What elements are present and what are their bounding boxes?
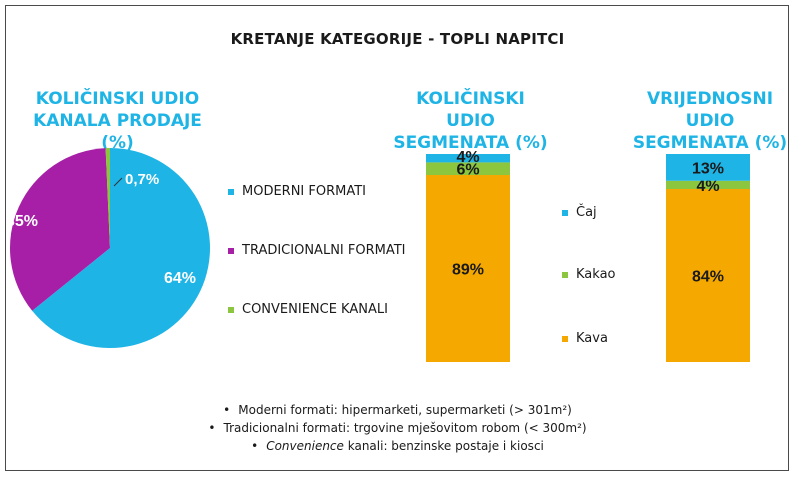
footnote-tradicionalni: • Tradicionalni formati: trgovine mješovi… bbox=[208, 421, 587, 435]
bar-legend-item-kakao: Kakao bbox=[562, 267, 615, 282]
pie-chart: 64% 35% 0,7% bbox=[6, 148, 211, 348]
bar-legend-swatch-caj bbox=[562, 209, 568, 216]
bar-chart-kolicinski: 89% 6%4% bbox=[426, 150, 510, 362]
pie-title-line2: KANALA PRODAJE (%) bbox=[33, 111, 202, 153]
bar1-segment-kakao bbox=[426, 162, 510, 176]
bar2-segment-kakao bbox=[666, 180, 750, 190]
bar-legend-swatch-kava bbox=[562, 335, 568, 342]
bar2-label-kakao: 4% bbox=[696, 178, 719, 195]
pie-legend-label-moderni: MODERNI FORMATI bbox=[242, 184, 367, 199]
bar1-segment-caj bbox=[426, 154, 510, 163]
bar1-segment-kava bbox=[426, 175, 510, 362]
footnote-moderni: • Moderni formati: hipermarketi, supermar… bbox=[223, 403, 572, 417]
bar1-label-kakao: 6% bbox=[456, 162, 479, 179]
bar2-segment-caj bbox=[666, 154, 750, 181]
pie-legend-item-convenience: CONVENIENCE KANALI bbox=[228, 302, 388, 317]
pie-legend-item-moderni: MODERNI FORMATI bbox=[228, 184, 366, 199]
pie-label-moderni: 64% bbox=[164, 270, 196, 287]
footnote-tradicionalni-text: Tradicionalni formati: trgovine mješovit… bbox=[223, 421, 587, 435]
bar2-label-kava: 84% bbox=[692, 269, 724, 286]
pie-legend-swatch-convenience bbox=[228, 306, 234, 313]
pie-label-convenience: 0,7% bbox=[125, 171, 159, 188]
footnote-moderni-text: Moderni formati: hipermarketi, supermark… bbox=[238, 403, 572, 417]
footnotes: • Moderni formati: hipermarketi, supermar… bbox=[0, 401, 795, 455]
pie-slice-moderni bbox=[32, 148, 211, 348]
bar-legend-swatch-kakao bbox=[562, 271, 568, 278]
pie-slice-convenience bbox=[105, 148, 110, 248]
bar2-section-title: VRIJEDNOSNI UDIO SEGMENATA (%) bbox=[625, 88, 795, 154]
bar1-title-line1: KOLIČINSKI UDIO bbox=[416, 89, 525, 131]
pie-label-tradicionalni: 35% bbox=[6, 213, 38, 230]
bar1-label-kava: 89% bbox=[452, 262, 484, 279]
pie-section-title: KOLIČINSKI UDIO KANALA PRODAJE (%) bbox=[20, 88, 215, 154]
bar-legend-label-kakao: Kakao bbox=[576, 267, 616, 282]
bar2-label-caj: 13% bbox=[692, 160, 724, 177]
bar-legend-item-caj: Čaj bbox=[562, 205, 597, 220]
pie-legend-swatch-moderni bbox=[228, 188, 234, 195]
bar-chart-vrijednosni: 84% 4%13% bbox=[666, 154, 750, 362]
bar1-title-line2: SEGMENATA (%) bbox=[393, 133, 548, 153]
bar2-title-line2: SEGMENATA (%) bbox=[632, 133, 788, 153]
footnote-convenience-text: kanali: benzinske postaje i kiosci bbox=[343, 439, 544, 453]
bar-legend-item-kava: Kava bbox=[562, 331, 608, 346]
pie-slice-tradicionalni bbox=[9, 148, 110, 311]
bar1-label-caj: 4% bbox=[456, 150, 479, 166]
pie-legend-swatch-tradicionalni bbox=[228, 247, 234, 254]
bar1-section-title: KOLIČINSKI UDIO SEGMENATA (%) bbox=[393, 88, 548, 154]
pie-legend-label-tradicionalni: TRADICIONALNI FORMATI bbox=[242, 243, 406, 258]
bar-legend-label-kava: Kava bbox=[576, 331, 608, 346]
pie-title-line1: KOLIČINSKI UDIO bbox=[35, 89, 200, 109]
pie-legend-item-tradicionalni: TRADICIONALNI FORMATI bbox=[228, 243, 406, 258]
pie-legend-label-convenience: CONVENIENCE KANALI bbox=[242, 302, 388, 317]
page-title: KRETANJE KATEGORIJE - TOPLI NAPITCI bbox=[230, 30, 565, 48]
footnote-convenience-em: Convenience bbox=[266, 439, 344, 453]
footnote-convenience: • Convenience kanali: benzinske postaje i… bbox=[251, 439, 544, 453]
pie-leader-line bbox=[113, 177, 123, 187]
bar2-segment-kava bbox=[666, 189, 750, 362]
bar-legend-label-caj: Čaj bbox=[576, 205, 597, 220]
bar2-title-line1: VRIJEDNOSNI UDIO bbox=[646, 89, 774, 131]
